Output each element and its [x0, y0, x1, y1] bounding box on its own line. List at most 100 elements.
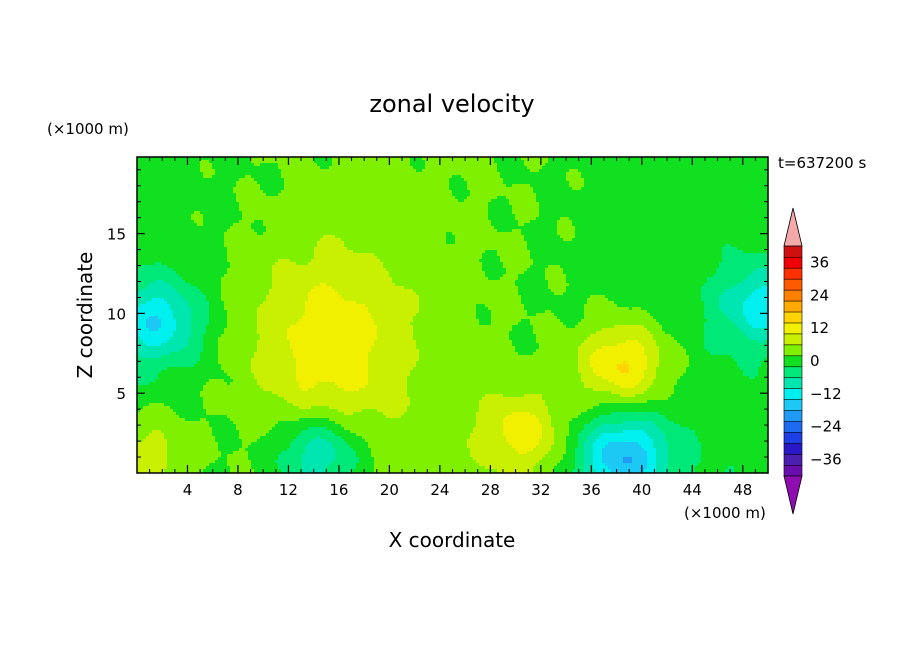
field-cell — [449, 226, 452, 229]
field-cell — [434, 196, 437, 199]
field-cell — [473, 187, 476, 190]
field-cell — [251, 190, 254, 193]
field-cell — [548, 175, 551, 178]
field-cell — [443, 205, 446, 208]
field-cell — [278, 220, 281, 223]
field-cell — [662, 211, 665, 214]
field-cell — [560, 217, 563, 220]
field-cell — [179, 211, 182, 214]
field-cell — [287, 208, 290, 211]
field-cell — [230, 202, 233, 205]
field-cell — [161, 214, 164, 217]
field-cell — [299, 184, 302, 187]
field-cell — [656, 181, 659, 184]
field-cell — [500, 172, 503, 175]
field-cell — [731, 196, 734, 199]
field-cell — [605, 178, 608, 181]
field-cell — [320, 190, 323, 193]
field-cell — [701, 223, 704, 226]
field-cell — [590, 196, 593, 199]
field-cell — [428, 169, 431, 172]
field-cell — [686, 166, 689, 169]
field-cell — [269, 187, 272, 190]
field-cell — [290, 184, 293, 187]
field-cell — [743, 184, 746, 187]
field-cell — [371, 163, 374, 166]
field-cell — [452, 220, 455, 223]
field-cell — [623, 169, 626, 172]
field-cell — [692, 175, 695, 178]
field-cell — [329, 184, 332, 187]
field-cell — [242, 226, 245, 229]
field-cell — [203, 226, 206, 229]
field-cell — [554, 214, 557, 217]
field-cell — [740, 190, 743, 193]
field-cell — [272, 172, 275, 175]
field-cell — [434, 217, 437, 220]
field-cell — [263, 166, 266, 169]
field-cell — [449, 205, 452, 208]
field-cell — [344, 193, 347, 196]
field-cell — [542, 214, 545, 217]
field-cell — [311, 169, 314, 172]
field-cell — [761, 214, 764, 217]
field-cell — [257, 226, 260, 229]
field-cell — [509, 199, 512, 202]
field-cell — [716, 169, 719, 172]
field-cell — [347, 184, 350, 187]
field-cell — [365, 160, 368, 163]
field-cell — [458, 193, 461, 196]
field-cell — [692, 190, 695, 193]
field-cell — [737, 196, 740, 199]
field-cell — [656, 163, 659, 166]
field-cell — [575, 220, 578, 223]
field-cell — [374, 172, 377, 175]
field-cell — [431, 211, 434, 214]
field-cell — [440, 223, 443, 226]
field-cell — [425, 163, 428, 166]
field-cell — [737, 181, 740, 184]
field-cell — [611, 175, 614, 178]
field-cell — [716, 205, 719, 208]
field-cell — [599, 184, 602, 187]
field-cell — [143, 193, 146, 196]
field-cell — [590, 181, 593, 184]
field-cell — [341, 217, 344, 220]
field-cell — [167, 163, 170, 166]
field-cell — [449, 217, 452, 220]
field-cell — [725, 196, 728, 199]
field-cell — [341, 214, 344, 217]
field-cell — [212, 190, 215, 193]
field-cell — [509, 223, 512, 226]
field-cell — [266, 208, 269, 211]
field-cell — [611, 166, 614, 169]
field-cell — [206, 184, 209, 187]
field-cell — [683, 223, 686, 226]
field-cell — [407, 190, 410, 193]
field-cell — [167, 190, 170, 193]
field-cell — [266, 187, 269, 190]
field-cell — [704, 181, 707, 184]
field-cell — [470, 166, 473, 169]
field-cell — [539, 214, 542, 217]
field-cell — [185, 172, 188, 175]
field-cell — [182, 160, 185, 163]
field-cell — [476, 187, 479, 190]
field-cell — [449, 172, 452, 175]
field-cell — [398, 160, 401, 163]
field-cell — [596, 211, 599, 214]
field-cell — [578, 205, 581, 208]
field-cell — [320, 175, 323, 178]
field-cell — [560, 193, 563, 196]
field-cell — [317, 214, 320, 217]
field-cell — [461, 208, 464, 211]
field-cell — [581, 208, 584, 211]
field-cell — [194, 181, 197, 184]
field-cell — [674, 217, 677, 220]
field-cell — [164, 214, 167, 217]
field-cell — [722, 187, 725, 190]
field-cell — [293, 187, 296, 190]
field-cell — [536, 178, 539, 181]
field-cell — [698, 169, 701, 172]
field-cell — [482, 217, 485, 220]
